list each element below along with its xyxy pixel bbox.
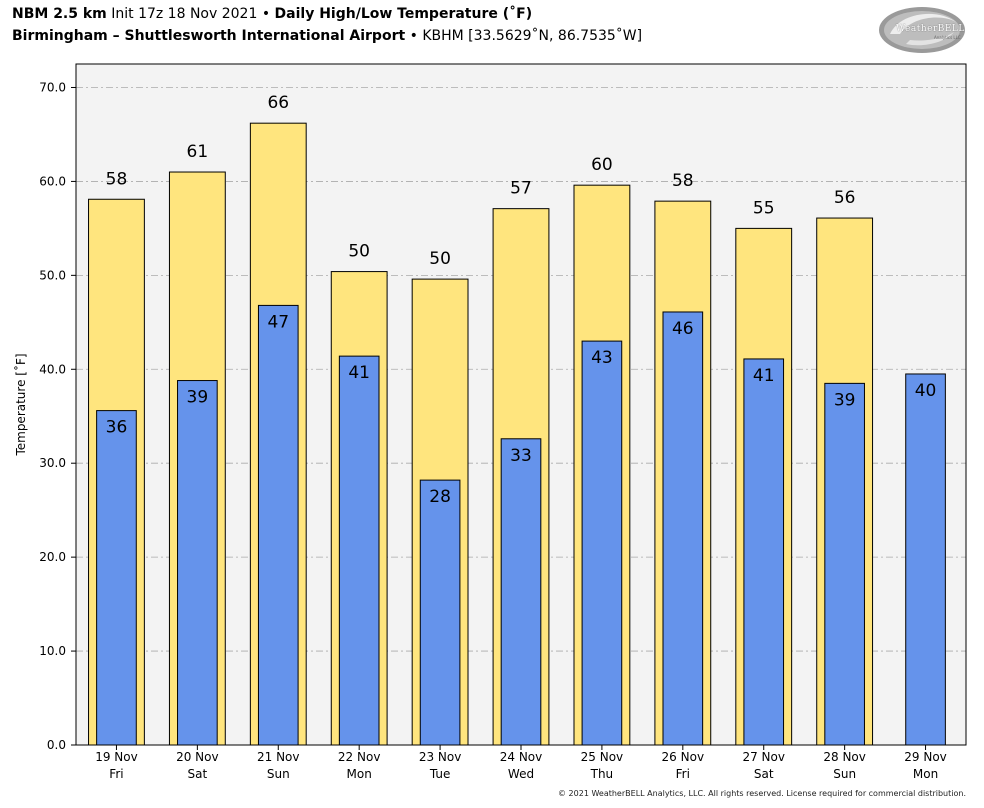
low-temp-label: 39: [187, 388, 209, 408]
x-tick-date: 26 Nov: [662, 750, 705, 764]
low-temp-label: 33: [510, 446, 532, 466]
y-tick-label: 30.0: [39, 456, 66, 470]
x-tick-weekday: Mon: [347, 767, 372, 781]
x-tick-weekday: Fri: [676, 767, 690, 781]
y-tick-label: 50.0: [39, 268, 66, 282]
init-time: Init 17z 18 Nov 2021: [111, 6, 258, 22]
x-tick-date: 22 Nov: [338, 750, 381, 764]
low-temp-bar: [824, 382, 865, 746]
low-temp-bar: [338, 355, 380, 746]
low-temp-label: 41: [753, 366, 775, 386]
high-temp-label: 58: [106, 169, 128, 189]
x-tick-weekday: Sun: [833, 767, 856, 781]
low-temp-label: 36: [106, 418, 128, 438]
high-temp-label: 56: [834, 188, 856, 208]
copyright-footer: © 2021 WeatherBELL Analytics, LLC. All r…: [558, 789, 966, 798]
low-temp-bar: [257, 304, 299, 746]
x-tick-weekday: Mon: [913, 767, 938, 781]
low-temp-label: 43: [591, 348, 613, 368]
bullet-separator: •: [409, 28, 418, 44]
logo-swirl-icon: [879, 7, 965, 53]
x-tick-weekday: Tue: [429, 767, 451, 781]
low-temp-bar: [581, 340, 623, 746]
low-temp-label: 46: [672, 319, 694, 339]
y-axis-label: Temperature [˚F]: [13, 353, 28, 456]
x-tick-date: 28 Nov: [823, 750, 866, 764]
y-tick-label: 70.0: [39, 80, 66, 94]
x-tick-date: 21 Nov: [257, 750, 300, 764]
y-tick-label: 10.0: [39, 644, 66, 658]
x-tick-weekday: Sat: [754, 767, 774, 781]
station-name: Birmingham – Shuttlesworth International…: [12, 28, 406, 44]
weatherbell-logo: WeatherBELL Analytics LLC: [876, 4, 968, 56]
low-temp-label: 47: [267, 312, 289, 332]
y-tick-label: 60.0: [39, 174, 66, 188]
y-axis: 0.0 10.0 20.0 30.0 40.0 50.0 60.0 70.0: [39, 80, 76, 752]
bullet-separator: •: [261, 6, 271, 22]
low-temp-bar: [905, 373, 946, 746]
logo-text: WeatherBELL: [896, 24, 965, 34]
high-temp-label: 57: [510, 179, 532, 199]
high-temp-label: 55: [753, 198, 775, 218]
y-tick-label: 20.0: [39, 550, 66, 564]
low-temp-label: 40: [915, 381, 937, 401]
x-tick-date: 24 Nov: [500, 750, 543, 764]
high-temp-label: 66: [267, 93, 289, 113]
x-tick-date: 25 Nov: [581, 750, 624, 764]
x-tick-weekday: Thu: [590, 767, 614, 781]
low-temp-bar: [743, 358, 785, 746]
low-temp-bar: [500, 438, 542, 746]
high-temp-label: 50: [348, 242, 370, 262]
low-temp-label: 41: [348, 363, 370, 383]
x-tick-date: 23 Nov: [419, 750, 462, 764]
low-temp-label: 28: [429, 487, 451, 507]
bars-layer: 58 36 61 39 66 47 50 41 50 28 57 33 60 43 58 46 55 41 56 39…: [88, 93, 946, 746]
x-tick-date: 29 Nov: [904, 750, 947, 764]
low-temp-bar: [419, 479, 461, 746]
low-temp-bar: [96, 410, 137, 746]
high-temp-label: 50: [429, 249, 451, 269]
x-tick-weekday: Sun: [267, 767, 290, 781]
x-tick-date: 27 Nov: [742, 750, 785, 764]
x-tick-weekday: Fri: [109, 767, 123, 781]
y-tick-label: 0.0: [47, 738, 66, 752]
y-tick-label: 40.0: [39, 362, 66, 376]
low-temp-bar: [662, 311, 704, 746]
logo-subtext: Analytics LLC: [934, 35, 961, 40]
plot-frame: [75, 63, 967, 746]
high-temp-label: 61: [187, 142, 209, 162]
low-temp-label: 39: [834, 390, 856, 410]
x-tick-weekday: Wed: [508, 767, 534, 781]
high-temp-label: 58: [672, 171, 694, 191]
high-temp-label: 60: [591, 155, 613, 175]
x-axis: 19 Nov Fri 20 Nov Sat 21 Nov Sun 22 Nov Mon 23 N…: [95, 745, 947, 781]
station-meta: KBHM [33.5629˚N, 86.7535˚W]: [422, 28, 643, 44]
chart-header-line-2: Birmingham – Shuttlesworth International…: [12, 28, 642, 44]
x-tick-date: 19 Nov: [95, 750, 138, 764]
model-name: NBM 2.5 km: [12, 6, 107, 22]
chart-title: Daily High/Low Temperature (˚F): [274, 6, 533, 22]
low-temp-bar: [177, 380, 218, 746]
x-tick-date: 20 Nov: [176, 750, 219, 764]
chart-header-line-1: NBM 2.5 km Init 17z 18 Nov 2021 • Daily …: [12, 6, 532, 22]
x-tick-weekday: Sat: [188, 767, 208, 781]
